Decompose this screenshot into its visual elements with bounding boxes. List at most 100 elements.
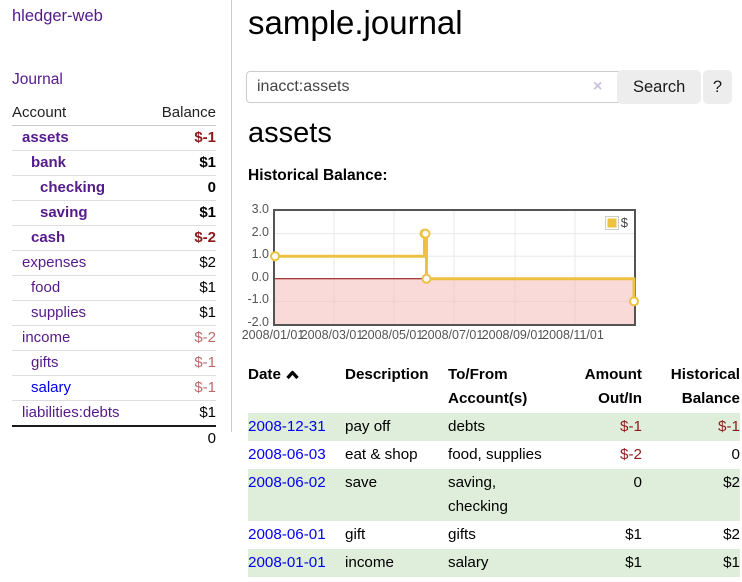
balance-column-header: Balance	[147, 101, 216, 126]
sidebar-account-balance: $-1	[194, 354, 216, 371]
sidebar-account-balance: 0	[207, 179, 216, 196]
x-axis-tick-label: 2008/07/01	[420, 328, 484, 342]
sidebar-account-balance: $-1	[194, 379, 216, 396]
register-row: 2008-06-01 gift gifts $1 $2	[248, 521, 740, 549]
sidebar-account-cell: gifts	[12, 351, 148, 376]
register-row: 2008-06-02 save saving, checking 0 $2	[248, 469, 740, 521]
sidebar-account-balance: $-1	[194, 129, 216, 146]
register-accounts-cell: salary	[448, 554, 489, 571]
sidebar-account-balance: $-2	[194, 229, 216, 246]
sidebar-account-cell: liabilities:debts	[12, 401, 148, 427]
sidebar-account-cell: bank	[12, 151, 148, 176]
sidebar-account-balance: $1	[199, 404, 216, 421]
y-axis-tick-label: 2.0	[251, 224, 269, 239]
y-axis-tick-label: -1.0	[247, 292, 269, 307]
accounts-total-row: 0	[12, 425, 216, 451]
y-axis-tick-label: -2.0	[247, 315, 269, 329]
chart-legend: $	[602, 214, 630, 231]
transaction-date-link[interactable]: 2008-01-01	[248, 554, 326, 571]
accounts-total-balance: 0	[147, 425, 216, 451]
app-title-link[interactable]: hledger-web	[12, 7, 103, 25]
sidebar-account-balance: $1	[199, 204, 216, 221]
register-balance-cell: 0	[731, 446, 740, 463]
sidebar-account-row: cash $-2	[12, 226, 216, 251]
sidebar-account-link-expenses[interactable]: expenses	[22, 254, 87, 271]
accounts-balance-table: Account Balance assets $-1 bank $1 checking 0…	[12, 101, 216, 451]
register-date-cell: 2008-01-01	[248, 549, 345, 577]
legend-swatch-icon	[604, 215, 619, 230]
register-amount-cell: 0	[633, 474, 642, 491]
sidebar-account-link-cash[interactable]: cash	[31, 229, 66, 246]
sidebar-account-cell: saving	[12, 201, 148, 226]
sidebar-account-cell: assets	[12, 126, 148, 151]
sidebar-account-row: income $-2	[12, 326, 216, 351]
sidebar-account-link-saving[interactable]: saving	[40, 204, 88, 221]
sidebar-account-balance: $2	[199, 254, 216, 271]
sidebar-account-link-checking[interactable]: checking	[40, 179, 106, 196]
register-accounts-cell: debts	[448, 418, 486, 435]
help-button[interactable]: ?	[703, 70, 732, 104]
transaction-date-link[interactable]: 2008-06-03	[248, 446, 326, 463]
chart-canvas	[270, 211, 639, 324]
register-date-cell: 2008-12-31	[248, 413, 345, 441]
transaction-date-link[interactable]: 2008-06-01	[248, 526, 326, 543]
sidebar-account-cell: checking	[12, 176, 148, 201]
register-amount-cell: $-2	[620, 446, 642, 463]
register-description-cell: eat & shop	[345, 446, 418, 463]
sidebar-account-balance: $1	[199, 154, 216, 171]
sidebar-item-journal[interactable]: Journal	[12, 71, 63, 88]
register-balance-cell: $2	[723, 474, 740, 491]
sidebar-account-cell: cash	[12, 226, 148, 251]
sidebar-account-link-gifts[interactable]: gifts	[31, 354, 59, 371]
sidebar-account-link-assets[interactable]: assets	[22, 129, 69, 146]
sidebar-account-link-supplies[interactable]: supplies	[31, 304, 87, 321]
register-amount-cell: $1	[625, 554, 642, 571]
transaction-date-link[interactable]: 2008-06-02	[248, 474, 326, 491]
sidebar-account-link-bank[interactable]: bank	[31, 154, 67, 171]
y-axis-tick-label: 1.0	[251, 247, 269, 262]
sidebar-account-cell: supplies	[12, 301, 148, 326]
sidebar-account-link-income[interactable]: income	[22, 329, 71, 346]
register-balance-cell: $2	[723, 526, 740, 543]
description-column-header: Description	[345, 366, 429, 383]
date-column-header[interactable]: Date	[248, 361, 345, 413]
sidebar-account-link-liabilities-debts[interactable]: liabilities:debts	[22, 404, 120, 421]
register-header-row: Date Description To/From Account(s) Amou…	[248, 361, 740, 413]
x-axis-tick-label: 2008/01/01	[241, 328, 305, 342]
legend-label: $	[620, 215, 628, 230]
register-amount-cell: $-1	[620, 418, 642, 435]
clear-search-icon[interactable]: ×	[593, 78, 603, 95]
chart-plot-area: $	[270, 209, 639, 326]
sidebar-account-row: supplies $1	[12, 301, 216, 326]
register-row: 2008-01-01 income salary $1 $1	[248, 549, 740, 577]
sidebar-account-row: gifts $-1	[12, 351, 216, 376]
account-column-header: Account	[12, 101, 148, 126]
sort-ascending-icon	[285, 364, 300, 388]
sidebar-account-row: salary $-1	[12, 376, 216, 401]
amount-column-header: Amount Out/In	[584, 366, 642, 407]
sidebar-account-row: liabilities:debts $1	[12, 401, 216, 427]
sidebar-account-row: expenses $2	[12, 251, 216, 276]
transaction-date-link[interactable]: 2008-12-31	[248, 418, 326, 435]
register-description-cell: pay off	[345, 418, 391, 435]
search-input[interactable]	[246, 71, 622, 103]
x-axis-tick-label: 2008/03/01	[300, 328, 364, 342]
register-row: 2008-06-03 eat & shop food, supplies $-2 0	[248, 441, 740, 469]
register-accounts-cell: food, supplies	[448, 446, 542, 463]
sidebar-account-cell: expenses	[12, 251, 148, 276]
chart-label: Historical Balance:	[248, 167, 388, 184]
sidebar-account-row: checking 0	[12, 176, 216, 201]
sidebar-account-link-food[interactable]: food	[31, 279, 61, 296]
register-amount-cell: $1	[625, 526, 642, 543]
search-button[interactable]: Search	[617, 70, 702, 104]
x-axis-tick-label: 2008/05/01	[360, 328, 424, 342]
accounts-table-header-row: Account Balance	[12, 101, 216, 126]
register-date-cell: 2008-06-01	[248, 521, 345, 549]
balance-column-header-main: Historical Balance	[670, 366, 740, 407]
register-date-cell: 2008-06-02	[248, 469, 345, 521]
sidebar-account-row: food $1	[12, 276, 216, 301]
account-title: assets	[248, 117, 332, 149]
sidebar-account-row: assets $-1	[12, 126, 216, 151]
sidebar-account-balance: $1	[199, 304, 216, 321]
sidebar-account-link-salary[interactable]: salary	[31, 379, 72, 396]
